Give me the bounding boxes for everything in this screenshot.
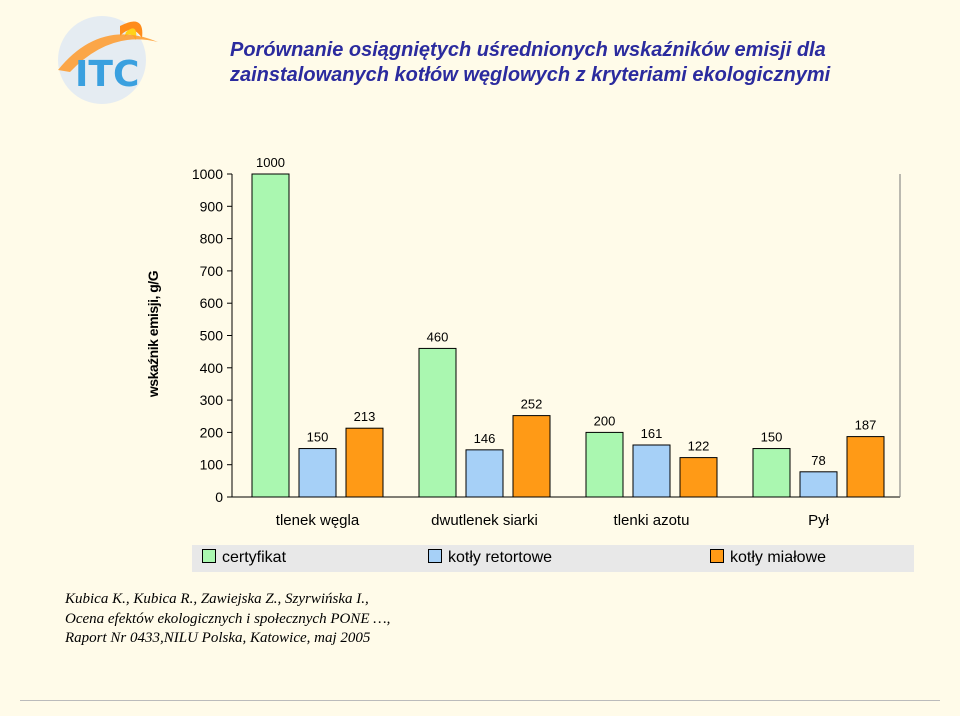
x-category-label: tlenek węgla [276, 512, 360, 529]
bar [512, 415, 551, 498]
y-tick-label: 900 [200, 198, 224, 214]
y-tick-label: 800 [200, 231, 224, 247]
bar [846, 436, 885, 498]
x-category-label: tlenki azotu [614, 512, 690, 529]
bar-value-label: 161 [641, 426, 663, 441]
bar-value-label: 122 [688, 439, 710, 454]
y-tick-label: 0 [215, 489, 223, 505]
y-tick-label: 500 [200, 328, 224, 344]
bar [418, 347, 457, 498]
bar-value-label: 78 [811, 453, 825, 468]
legend-item-kotly-retortowe: kotły retortowe [428, 549, 552, 567]
citation-line-2: Ocena efektów ekologicznych i społecznyc… [65, 610, 391, 627]
itc-logo: ITC [20, 8, 205, 108]
x-category-label: Pył [808, 512, 830, 529]
legend-label: kotły retortowe [448, 549, 553, 566]
legend-label: certyfikat [222, 549, 287, 566]
bar-value-label: 187 [855, 418, 877, 433]
bar [585, 431, 624, 498]
citation: Kubica K., Kubica R., Zawiejska Z., Szyr… [65, 590, 390, 649]
legend-swatch [710, 549, 724, 563]
bar-value-label: 146 [474, 431, 496, 446]
bar [298, 448, 337, 498]
y-tick-label: 700 [200, 263, 224, 279]
bar [465, 449, 504, 498]
citation-line-1: Kubica K., Kubica R., Zawiejska Z., Szyr… [65, 591, 369, 607]
bar [632, 444, 671, 498]
bar-value-label: 1000 [256, 155, 285, 170]
citation-line-3: Raport Nr 0433,NILU Polska, Katowice, ma… [65, 630, 371, 646]
legend-label: kotły miałowe [730, 549, 827, 566]
bar-value-label: 213 [354, 409, 376, 424]
bar [251, 173, 290, 498]
x-category-label: dwutlenek siarki [431, 512, 538, 529]
legend-item-kotly-mialowe: kotły miałowe [710, 549, 826, 567]
bar [752, 448, 791, 498]
y-tick-label: 1000 [192, 166, 223, 182]
bar-value-label: 200 [594, 413, 616, 428]
y-axis-label: wskaźnik emisji, g/G [145, 270, 161, 398]
bar-value-label: 460 [427, 329, 449, 344]
chart-legend: certyfikat kotły retortowe kotły miałowe [192, 545, 914, 572]
title-line-1: Porównanie osiągniętych uśrednionych wsk… [230, 39, 826, 61]
bar-chart: wskaźnik emisji, g/G 0 100 200 300 400 500 600… [145, 155, 901, 529]
y-tick-label: 200 [200, 424, 224, 440]
bar-value-label: 150 [307, 430, 329, 445]
legend-item-certyfikat: certyfikat [202, 549, 286, 567]
y-tick-label: 100 [200, 457, 224, 473]
title-line-2: zainstalowanych kotłów węglowych z kryte… [230, 64, 831, 86]
svg-text:ITC: ITC [75, 54, 139, 95]
bar [345, 427, 384, 498]
bar [679, 457, 718, 498]
y-tick-label: 400 [200, 360, 224, 376]
footer-divider [20, 700, 940, 701]
bar-value-label: 252 [521, 397, 543, 412]
y-tick-label: 600 [200, 295, 224, 311]
bar-value-label: 150 [761, 430, 783, 445]
y-tick-label: 300 [200, 392, 224, 408]
legend-swatch [202, 549, 216, 563]
bar [799, 471, 838, 498]
legend-swatch [428, 549, 442, 563]
page-title: Porównanie osiągniętych uśrednionych wsk… [230, 38, 930, 88]
